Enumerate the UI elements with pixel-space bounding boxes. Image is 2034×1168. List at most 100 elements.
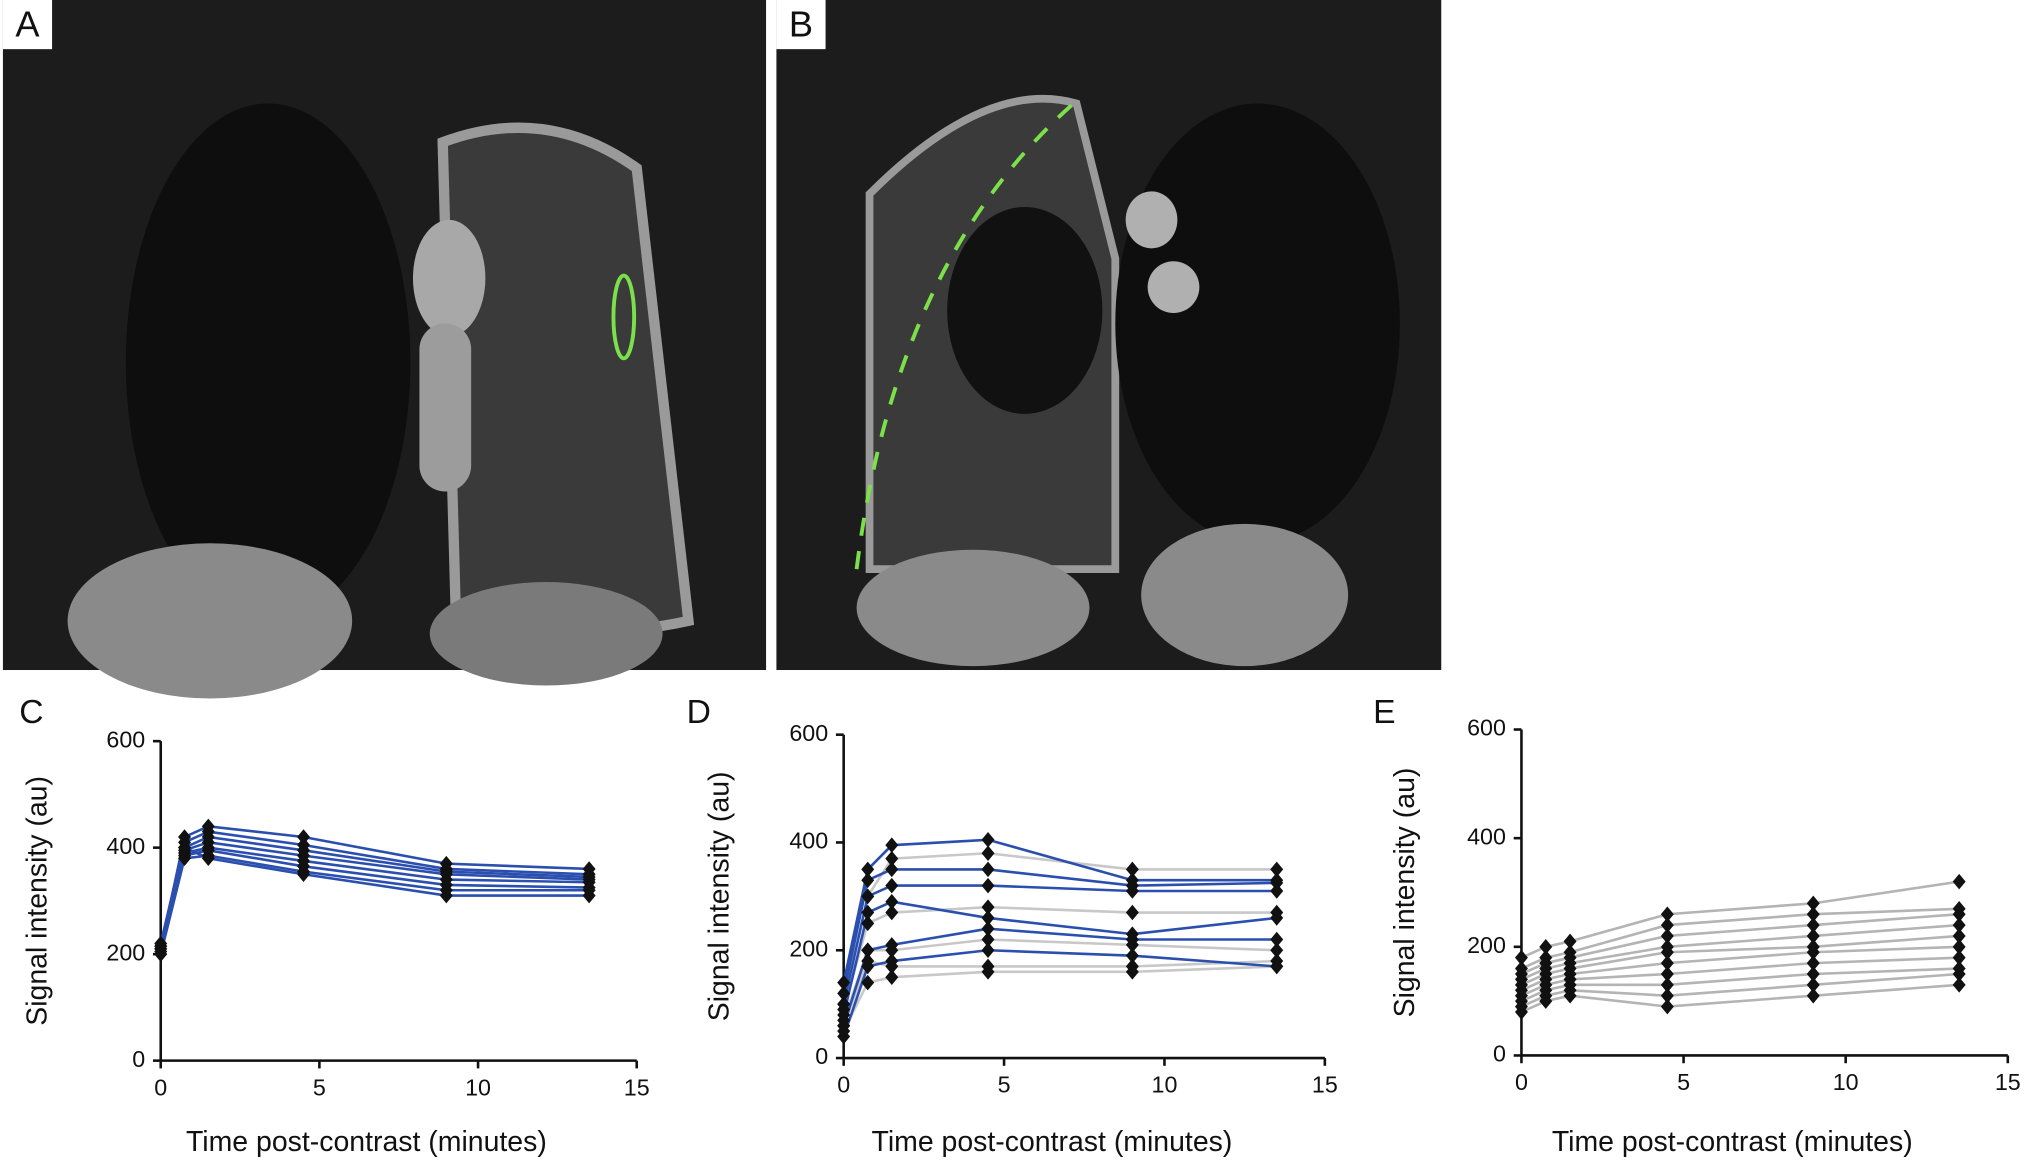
chart: E 0 200 400 600 0 5 10 15 Signal intensity (au) Ti… bbox=[1373, 694, 2021, 1158]
x-axis-label: Time post-contrast (minutes) bbox=[1552, 1126, 1913, 1158]
x-tick-label: 5 bbox=[1677, 1069, 1690, 1095]
point-marker bbox=[885, 904, 899, 921]
x-tick-label: 10 bbox=[465, 1074, 491, 1100]
point-marker bbox=[1660, 906, 1674, 922]
point-marker bbox=[154, 946, 168, 962]
point-marker bbox=[1660, 917, 1674, 933]
point-marker bbox=[1952, 906, 1966, 922]
point-marker bbox=[837, 1028, 851, 1045]
point-marker bbox=[1952, 928, 1966, 944]
liver bbox=[67, 543, 353, 699]
lung bbox=[1115, 103, 1400, 544]
y-axis-label: Signal intensity (au) bbox=[1389, 768, 1421, 1018]
point-marker bbox=[885, 969, 899, 985]
point-marker bbox=[837, 1017, 851, 1034]
y-tick-label: 400 bbox=[106, 833, 145, 859]
point-marker bbox=[178, 839, 191, 856]
stomach bbox=[429, 582, 663, 686]
x-tick-label: 0 bbox=[1515, 1069, 1528, 1095]
point-marker bbox=[1952, 917, 1966, 933]
point-marker bbox=[837, 985, 851, 1002]
x-tick-label: 5 bbox=[998, 1072, 1011, 1098]
vessel bbox=[412, 219, 486, 337]
series-line bbox=[842, 851, 1277, 1005]
spleen bbox=[1141, 523, 1349, 667]
x-tick-label: 5 bbox=[313, 1074, 326, 1100]
series-line bbox=[842, 959, 1277, 1027]
point-marker bbox=[1806, 944, 1820, 961]
point-marker bbox=[201, 850, 215, 867]
point-marker bbox=[861, 872, 875, 888]
point-marker bbox=[861, 888, 875, 905]
series-line bbox=[159, 846, 590, 952]
liver bbox=[856, 549, 1090, 667]
series-line bbox=[842, 948, 1277, 1037]
point-marker bbox=[297, 829, 310, 845]
point-marker bbox=[1806, 906, 1820, 922]
panel-label: C bbox=[19, 694, 43, 731]
series-line bbox=[842, 838, 1277, 983]
vessel bbox=[1125, 191, 1178, 249]
chart: C 0 200 400 600 0 5 10 15 Signal intensity (au) Ti… bbox=[19, 694, 649, 1158]
y-tick-label: 0 bbox=[1493, 1041, 1506, 1067]
y-tick-label: 400 bbox=[789, 828, 828, 854]
point-marker bbox=[1806, 966, 1820, 982]
x-tick-label: 10 bbox=[1152, 1072, 1178, 1098]
point-marker bbox=[885, 937, 899, 953]
point-marker bbox=[1125, 947, 1139, 964]
point-marker bbox=[1660, 928, 1674, 944]
label-box bbox=[2, 0, 53, 50]
point-marker bbox=[297, 866, 310, 883]
point-marker bbox=[861, 958, 875, 975]
point-marker bbox=[861, 861, 875, 878]
y-axis-label: Signal intensity (au) bbox=[22, 776, 54, 1026]
point-marker bbox=[1660, 966, 1674, 982]
vessel bbox=[1147, 261, 1200, 314]
roi bbox=[611, 273, 637, 361]
point-marker bbox=[178, 850, 191, 867]
x-tick-label: 15 bbox=[1995, 1069, 2021, 1095]
point-marker bbox=[1270, 883, 1284, 899]
y-tick-label: 200 bbox=[1467, 932, 1506, 958]
point-marker bbox=[1270, 861, 1284, 878]
point-marker bbox=[1952, 977, 1966, 993]
point-marker bbox=[1125, 931, 1139, 948]
point-marker bbox=[981, 920, 995, 937]
series-line bbox=[1520, 967, 1960, 1003]
panel-label: D bbox=[687, 694, 711, 731]
x-tick-label: 10 bbox=[1833, 1069, 1859, 1095]
y-tick-label: 400 bbox=[1467, 823, 1506, 849]
point-marker bbox=[1563, 933, 1577, 950]
point-marker bbox=[1660, 998, 1674, 1015]
point-marker bbox=[1125, 904, 1139, 921]
vessel bbox=[419, 323, 472, 492]
point-marker bbox=[1125, 861, 1139, 878]
point-marker bbox=[1806, 895, 1820, 912]
point-marker bbox=[861, 915, 875, 932]
point-marker bbox=[1806, 917, 1820, 933]
label-box bbox=[776, 0, 826, 50]
point-marker bbox=[885, 894, 899, 910]
x-axis-label: Time post-contrast (minutes) bbox=[186, 1126, 547, 1158]
y-tick-label: 600 bbox=[1467, 715, 1506, 741]
y-tick-label: 200 bbox=[789, 935, 828, 961]
series-line bbox=[159, 854, 590, 955]
y-tick-label: 600 bbox=[106, 726, 145, 752]
mri-b: B bbox=[776, 0, 1442, 671]
point-marker bbox=[1539, 939, 1553, 955]
point-marker bbox=[1806, 977, 1820, 993]
x-axis-label: Time post-contrast (minutes) bbox=[872, 1126, 1233, 1158]
roi bbox=[854, 99, 1078, 570]
point-marker bbox=[1270, 931, 1284, 948]
y-tick-label: 200 bbox=[106, 939, 145, 965]
point-marker bbox=[1806, 987, 1820, 1004]
lung bbox=[947, 206, 1103, 414]
point-marker bbox=[885, 850, 899, 867]
lung bbox=[125, 103, 411, 621]
chart: D 0 200 400 600 0 5 10 15 Signal intensity (au) Ti… bbox=[687, 694, 1338, 1158]
point-marker bbox=[885, 877, 899, 894]
point-marker bbox=[981, 845, 995, 862]
point-marker bbox=[154, 938, 168, 954]
